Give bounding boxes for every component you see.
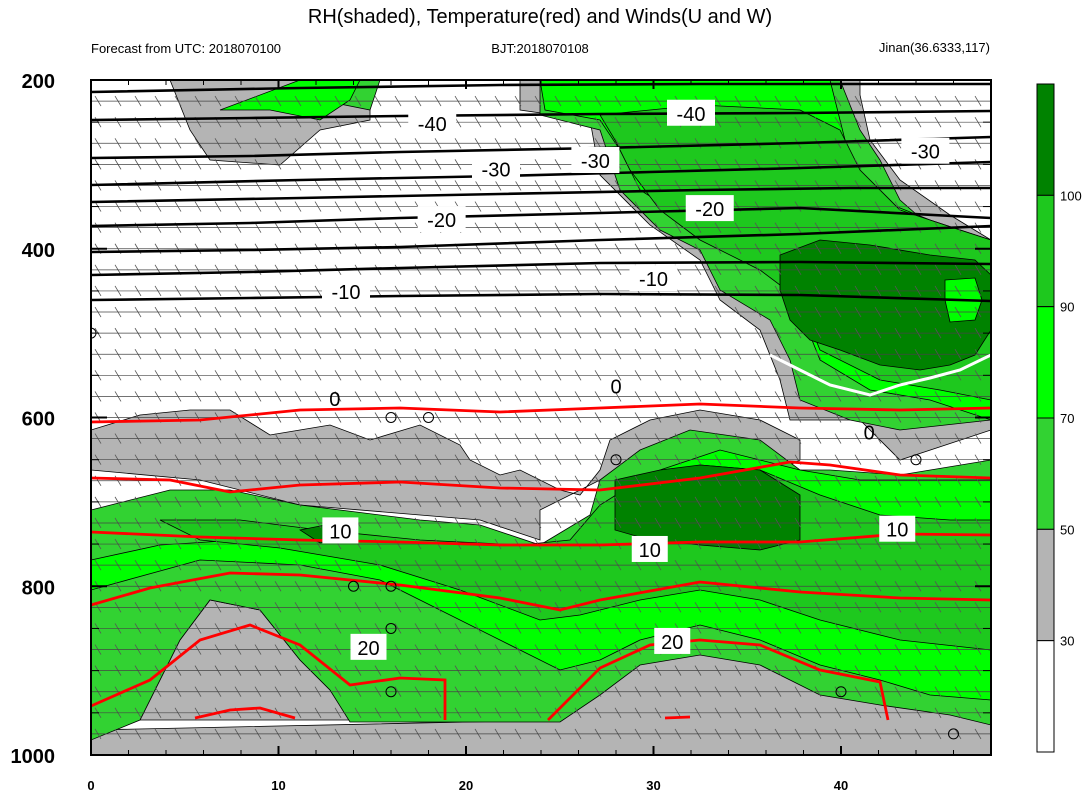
contour-label: -30: [581, 151, 610, 173]
isotherm-line: [91, 224, 991, 254]
forecast-init-label: Forecast from UTC: 2018070100: [91, 41, 281, 56]
colorbar: 30 50 70 90 100: [1036, 83, 1082, 753]
calm-wind-marker: [385, 686, 397, 698]
colorbar-bin: [1036, 194, 1055, 308]
contour-label: 0: [329, 389, 340, 411]
contour-label: -20: [695, 199, 724, 221]
contour-label: -40: [418, 114, 447, 136]
colorbar-bin: [1036, 417, 1055, 530]
isotherm-line: [91, 530, 991, 547]
contour-label-box: [631, 535, 668, 562]
station-label: Jinan(36.6333,117): [879, 40, 990, 55]
isotherm-line: [91, 292, 991, 303]
contour-label-box: [667, 99, 715, 126]
rh-band-50-70-mid: [91, 409, 801, 541]
isotherm-line: [91, 571, 991, 612]
isotherm-line: [91, 460, 991, 494]
rh-core-upper: [779, 239, 991, 371]
colorbar-bin: [1036, 528, 1055, 642]
x-tick-label: 30: [646, 778, 660, 793]
isotherms-black: [91, 82, 991, 303]
contour-label-box: [654, 627, 691, 654]
colorbar-tick-label: 100: [1060, 188, 1082, 203]
contour-label: 10: [329, 521, 351, 543]
isotherm-line: [91, 135, 991, 160]
colorbar-tick-label: 70: [1060, 411, 1074, 426]
x-tick-label: 10: [271, 778, 285, 793]
contour-label: -10: [332, 282, 361, 304]
colorbar-tick-label: 30: [1060, 634, 1074, 649]
contour-label: 0: [864, 423, 875, 445]
contour-label-box: [901, 137, 950, 164]
contour-label-box: [408, 109, 457, 136]
calm-wind-marker: [910, 454, 922, 466]
contour-label-box: [350, 633, 387, 660]
isotherm-line: [91, 206, 991, 228]
wind-barbs: [91, 95, 991, 740]
x-tick-label: 20: [459, 778, 473, 793]
contour-label: -40: [677, 104, 706, 126]
contour-label: 10: [639, 540, 661, 562]
contour-label: -30: [911, 142, 940, 164]
contour-label: 10: [886, 520, 908, 542]
colorbar-bin: [1036, 83, 1055, 196]
calm-wind-marker: [385, 412, 397, 423]
contour-label-box: [685, 195, 734, 222]
isotherm-line: [91, 186, 991, 204]
isotherm-line: [91, 402, 991, 424]
calm-wind-marker: [948, 728, 959, 740]
contour-label-box: [322, 277, 370, 304]
plot-area: [91, 80, 991, 755]
calm-wind-marker: [610, 454, 622, 466]
y-tick-label: 200: [22, 71, 55, 93]
isotherm-line: [547, 638, 890, 721]
contour-label-box: [571, 147, 620, 173]
contour-label-box: [472, 155, 520, 182]
y-tick-label: 400: [22, 240, 55, 262]
isotherm-line: [91, 160, 991, 187]
freezing-level-line: [769, 353, 991, 397]
contour-label: 20: [661, 632, 683, 654]
contour-label: -30: [482, 159, 511, 181]
y-tick-label: 800: [22, 577, 55, 599]
valid-time-label: BJT:2018070108: [491, 41, 589, 56]
contour-labels: -40 -40 -30 -30 -30 -20 -20 -10 -10 0 0 0 10 10 10 20 20: [322, 99, 950, 660]
calm-wind-marker: [423, 412, 434, 423]
calm-wind-marker: [385, 580, 397, 592]
calm-wind-marker: [835, 686, 847, 698]
contour-label-box: [322, 517, 359, 544]
x-tick-label: 0: [87, 778, 94, 793]
contour-label: -20: [427, 210, 456, 232]
chart-title: RH(shaded), Temperature(red) and Winds(U…: [308, 6, 772, 28]
colorbar-tick-label: 90: [1060, 300, 1074, 315]
isotherm-line: [194, 706, 296, 720]
colorbar-bin: [1036, 640, 1055, 753]
y-tick-label: 1000: [11, 746, 56, 768]
x-axis: 0 10 20 30 40: [87, 80, 992, 793]
contour-label-box: [629, 265, 678, 292]
isotherm-line: [91, 260, 991, 277]
x-tick-label: 40: [834, 778, 848, 793]
contour-label: -10: [639, 269, 668, 291]
y-tick-label: 600: [22, 409, 55, 431]
colorbar-bin: [1036, 306, 1055, 419]
isotherm-line: [91, 623, 447, 720]
isotherms-red: [91, 402, 991, 721]
contour-label-box: [417, 206, 466, 233]
calm-wind-marker: [385, 622, 397, 634]
contour-label: 20: [357, 638, 379, 660]
isotherm-line: [91, 109, 991, 122]
calm-wind-marker: [348, 580, 359, 592]
contour-label-box: [879, 515, 916, 542]
contour-label: 0: [610, 376, 621, 398]
isotherm-line: [91, 82, 991, 94]
isotherm-line: [664, 715, 691, 720]
colorbar-tick-label: 50: [1060, 522, 1074, 537]
